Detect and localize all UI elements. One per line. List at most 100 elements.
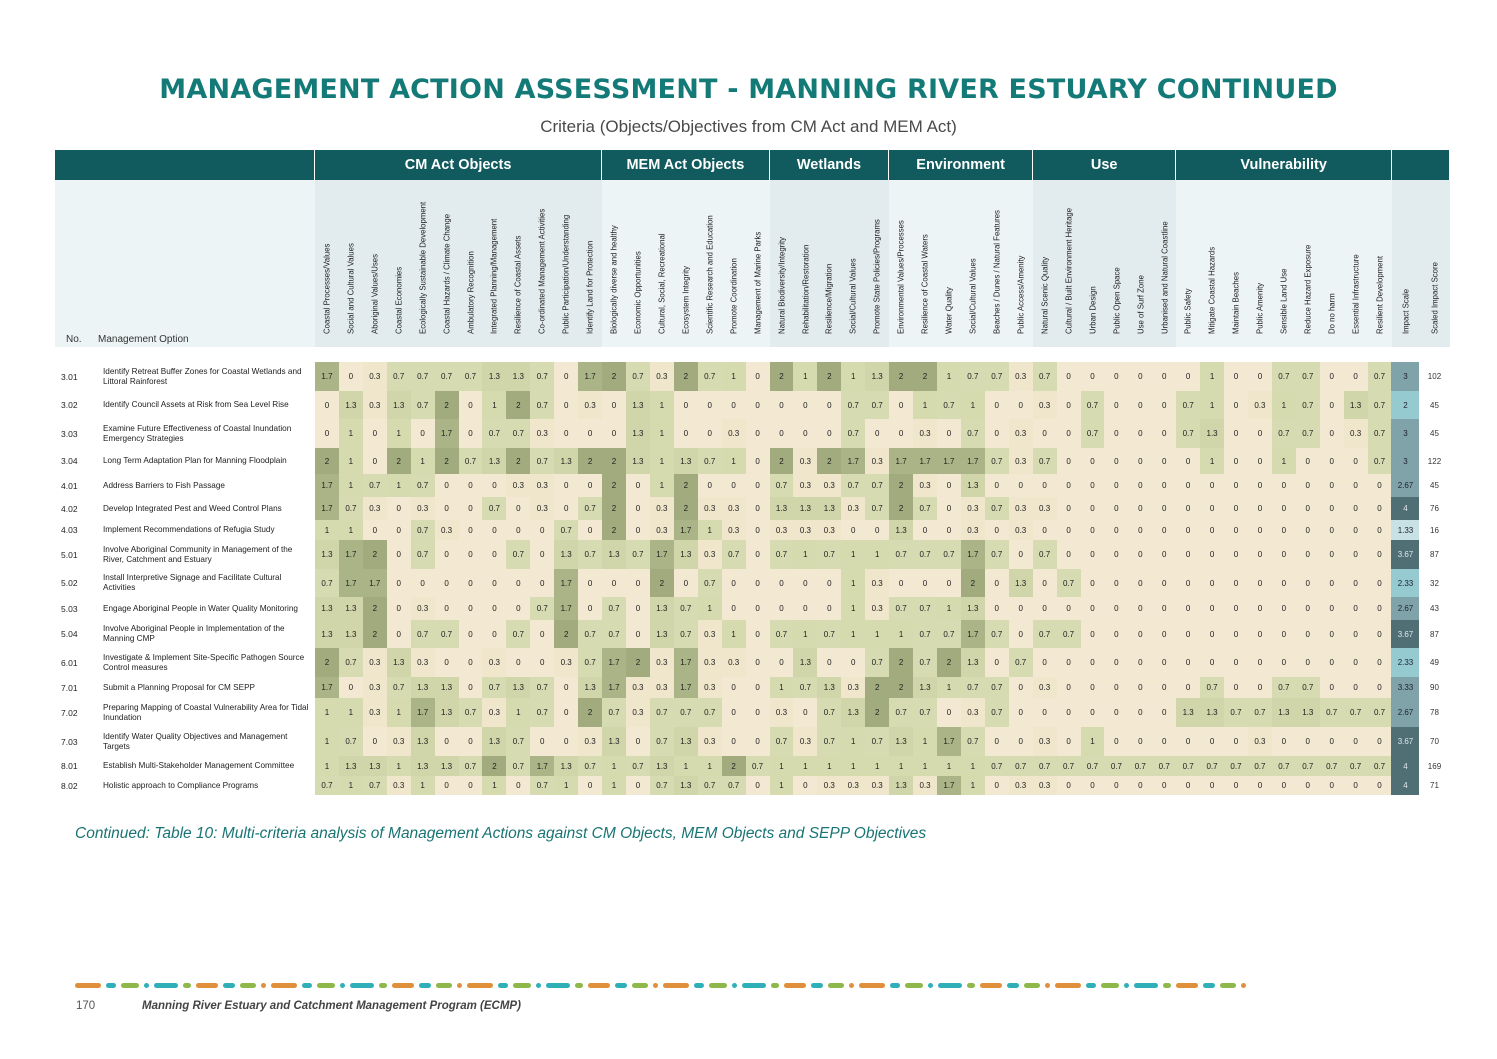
row-header-cell: No. Management Option — [55, 180, 315, 347]
score-cell: 0 — [1056, 419, 1081, 448]
column-header-label: Social/Cultural Values — [968, 258, 978, 334]
score-cell: 0 — [745, 569, 770, 597]
score-cell: 0.7 — [506, 540, 531, 569]
score-cell: 0 — [1056, 540, 1081, 569]
score-cell: 0 — [1032, 569, 1057, 597]
score-cell: 1.3 — [338, 597, 363, 620]
score-cell: 0.7 — [1343, 756, 1368, 776]
score-cell: 0 — [1176, 776, 1201, 795]
score-cell: 0.7 — [960, 419, 985, 448]
score-cell: 0 — [1200, 727, 1225, 756]
score-cell: 0.3 — [1032, 727, 1057, 756]
score-cell: 0 — [1343, 520, 1368, 540]
score-cell: 2 — [889, 497, 914, 520]
score-cell: 0.7 — [1080, 419, 1105, 448]
score-cell: 0 — [1152, 419, 1177, 448]
score-cell: 0 — [1008, 540, 1033, 569]
score-cell: 0 — [1080, 698, 1105, 727]
score-cell: 1 — [1271, 448, 1296, 474]
column-header: Aboriginal Values/Uses — [362, 180, 387, 347]
table-caption: Continued: Table 10: Multi-criteria anal… — [75, 825, 927, 842]
impact-scale-cell: 2 — [1391, 391, 1420, 419]
score-cell: 1.3 — [315, 597, 339, 620]
score-cell: 0 — [458, 540, 483, 569]
score-cell: 1 — [793, 540, 818, 569]
score-cell: 1 — [841, 362, 866, 391]
score-cell: 0.7 — [817, 620, 842, 648]
table-row: 5.01 Involve Aboriginal Community in Mana… — [55, 540, 1450, 569]
score-cell: 0.3 — [817, 474, 842, 497]
score-cell: 1 — [769, 776, 794, 795]
column-header: Social/Cultural Values — [961, 180, 986, 347]
score-cell: 2 — [506, 448, 531, 474]
score-cell: 0.3 — [530, 474, 555, 497]
scaled-impact-score-cell: 71 — [1419, 776, 1450, 795]
score-cell: 1.3 — [386, 648, 411, 677]
score-cell: 0.7 — [338, 648, 363, 677]
score-cell: 0.7 — [841, 391, 866, 419]
score-cell: 0 — [745, 362, 770, 391]
management-option: Establish Multi-Stakeholder Management C… — [103, 761, 295, 770]
column-header-label: Public Participation/Understanding — [561, 214, 571, 334]
score-cell: 0 — [1152, 698, 1177, 727]
score-cell: 0 — [1319, 648, 1344, 677]
score-cell: 2 — [865, 677, 890, 698]
score-cell: 0 — [1080, 540, 1105, 569]
page-title: MANAGEMENT ACTION ASSESSMENT - MANNING R… — [159, 74, 1338, 105]
score-cell: 0 — [1152, 520, 1177, 540]
score-cell: 0 — [865, 419, 890, 448]
score-cell: 0 — [434, 776, 459, 795]
group-header-row: CM Act Objects MEM Act Objects Wetlands Env… — [55, 150, 1450, 180]
column-header: Natural Biodiversity/Integrity — [769, 180, 794, 347]
management-option: Implement Recommendations of Refugia Stu… — [103, 525, 275, 534]
score-cell: 1 — [649, 419, 674, 448]
score-cell: 0.3 — [1032, 497, 1057, 520]
column-header: Ambulatory Recognition — [458, 180, 483, 347]
score-cell: 0 — [1128, 419, 1153, 448]
score-cell: 0 — [386, 597, 411, 620]
score-cell: 0 — [1080, 776, 1105, 795]
column-header-label: Biologically diverse and healthy — [609, 225, 619, 334]
score-cell: 0 — [625, 497, 650, 520]
score-cell: 0 — [1032, 698, 1057, 727]
score-cell: 0 — [458, 620, 483, 648]
score-cell: 0.7 — [434, 362, 459, 391]
score-cell: 0 — [1295, 776, 1320, 795]
score-cell: 0 — [434, 474, 459, 497]
score-cell: 1.3 — [769, 497, 794, 520]
score-cell: 0 — [1224, 776, 1248, 795]
score-cell: 0.7 — [960, 362, 985, 391]
score-cell: 0 — [434, 497, 459, 520]
score-cell: 0 — [1224, 419, 1248, 448]
score-cell: 1.3 — [673, 448, 698, 474]
score-cell: 0 — [386, 520, 411, 540]
score-cell: 0 — [506, 648, 531, 677]
score-cell: 1 — [697, 597, 722, 620]
score-cell: 0.3 — [1008, 776, 1033, 795]
score-cell: 0 — [1319, 727, 1344, 756]
score-cell: 1.3 — [482, 727, 507, 756]
impact-scale-cell: 3.67 — [1391, 540, 1420, 569]
scaled-impact-score-cell: 43 — [1419, 597, 1450, 620]
score-cell: 0.3 — [554, 648, 579, 677]
score-cell: 0.7 — [889, 698, 914, 727]
score-cell: 0 — [769, 569, 794, 597]
score-cell: 1.3 — [482, 362, 507, 391]
column-header-label: Impact Scale — [1401, 288, 1411, 334]
score-cell: 0 — [841, 520, 866, 540]
score-cell: 0.7 — [362, 776, 387, 795]
score-cell: 0 — [1152, 677, 1177, 698]
score-cell: 1 — [315, 756, 339, 776]
score-cell: 1 — [386, 756, 411, 776]
score-cell: 0.7 — [530, 362, 555, 391]
score-cell: 2 — [434, 448, 459, 474]
score-cell: 0.7 — [769, 474, 794, 497]
score-cell: 0.7 — [817, 727, 842, 756]
score-cell: 0 — [482, 597, 507, 620]
column-header-label: Rehabilitation/Restoration — [801, 244, 811, 334]
score-cell: 0.7 — [697, 569, 722, 597]
score-cell: 1.7 — [936, 776, 961, 795]
column-header-label: Do no harm — [1327, 293, 1337, 334]
score-cell: 1.7 — [434, 419, 459, 448]
score-cell: 0 — [745, 776, 770, 795]
